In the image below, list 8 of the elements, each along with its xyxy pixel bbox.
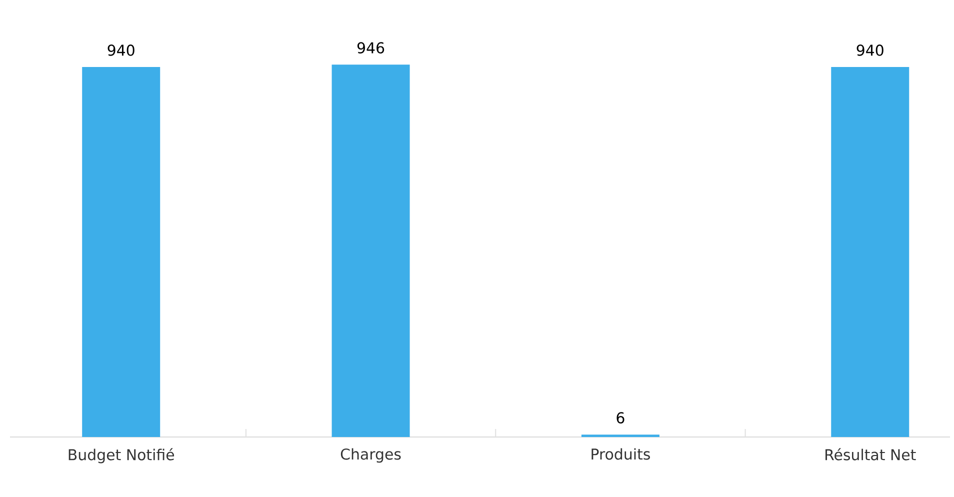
x-tick-label: Charges [340, 448, 401, 463]
x-tick-label: Résultat Net [826, 448, 916, 460]
data-label: 940 [856, 44, 884, 56]
data-label: 6 [616, 412, 624, 424]
data-label: 946 [357, 42, 384, 54]
x-tick-label: Budget Notifié [68, 448, 174, 464]
data-label: 940 [108, 44, 134, 56]
x-tick-label: Produits [592, 448, 650, 460]
